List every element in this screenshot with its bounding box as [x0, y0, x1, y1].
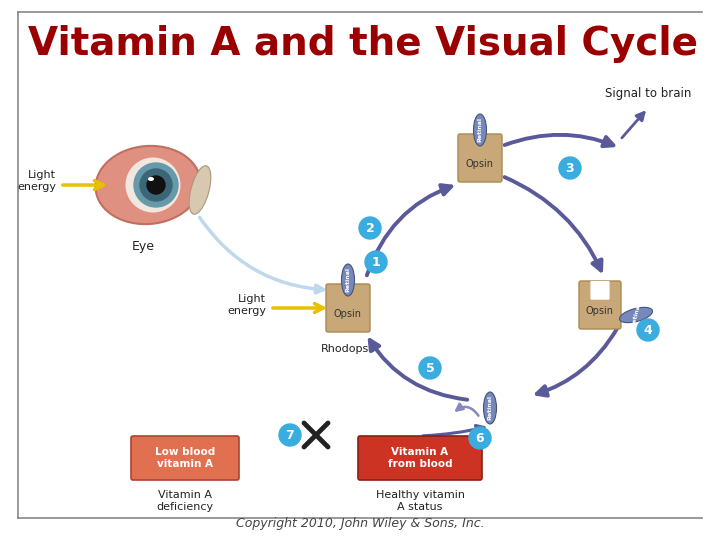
Ellipse shape [619, 307, 652, 323]
Text: Light
energy: Light energy [17, 170, 56, 192]
FancyBboxPatch shape [131, 436, 239, 480]
Circle shape [134, 163, 178, 207]
Circle shape [637, 319, 659, 341]
Text: 7: 7 [286, 429, 294, 442]
FancyArrowPatch shape [505, 177, 601, 271]
FancyBboxPatch shape [590, 281, 610, 300]
Text: Opsin: Opsin [466, 159, 494, 169]
Circle shape [419, 357, 441, 379]
Circle shape [140, 169, 172, 201]
FancyArrowPatch shape [423, 426, 484, 436]
Text: Retinal: Retinal [477, 118, 482, 143]
Text: 4: 4 [644, 324, 652, 337]
Ellipse shape [341, 264, 354, 296]
FancyBboxPatch shape [579, 281, 621, 329]
Text: Retinal: Retinal [346, 267, 351, 293]
Circle shape [359, 217, 381, 239]
Text: 6: 6 [476, 432, 485, 445]
FancyArrowPatch shape [367, 185, 451, 275]
Text: Vitamin A
from blood: Vitamin A from blood [387, 447, 452, 469]
Ellipse shape [148, 177, 154, 181]
Text: Low blood
vitamin A: Low blood vitamin A [155, 447, 215, 469]
Text: Rhodopsin: Rhodopsin [320, 344, 379, 354]
Circle shape [559, 157, 581, 179]
Text: Opsin: Opsin [334, 309, 362, 319]
Text: 5: 5 [426, 362, 434, 375]
FancyBboxPatch shape [326, 284, 370, 332]
Text: Vitamin A
deficiency: Vitamin A deficiency [156, 490, 214, 511]
FancyArrowPatch shape [537, 329, 616, 396]
Circle shape [365, 251, 387, 273]
Text: Opsin: Opsin [586, 306, 614, 316]
Ellipse shape [96, 146, 200, 224]
FancyArrowPatch shape [505, 135, 613, 146]
Text: Copyright 2010, John Wiley & Sons, Inc.: Copyright 2010, John Wiley & Sons, Inc. [235, 517, 485, 530]
Ellipse shape [189, 166, 211, 214]
Text: 1: 1 [372, 256, 380, 269]
Text: Retinal: Retinal [630, 302, 642, 328]
Text: Eye: Eye [132, 240, 155, 253]
FancyArrowPatch shape [370, 340, 467, 400]
Text: Retinal: Retinal [487, 395, 492, 421]
FancyArrowPatch shape [199, 217, 323, 293]
Ellipse shape [125, 158, 181, 213]
Circle shape [147, 176, 165, 194]
Circle shape [469, 427, 491, 449]
Text: 2: 2 [366, 222, 374, 235]
Text: Signal to brain: Signal to brain [605, 87, 691, 100]
FancyArrowPatch shape [456, 404, 479, 416]
Text: Light
energy: Light energy [227, 294, 266, 316]
FancyBboxPatch shape [358, 436, 482, 480]
Text: Vitamin A and the Visual Cycle: Vitamin A and the Visual Cycle [28, 25, 698, 63]
Text: 3: 3 [566, 162, 575, 175]
Ellipse shape [484, 392, 497, 424]
Circle shape [279, 424, 301, 446]
Ellipse shape [474, 114, 487, 146]
Text: Healthy vitamin
A status: Healthy vitamin A status [376, 490, 464, 511]
FancyBboxPatch shape [458, 134, 502, 182]
